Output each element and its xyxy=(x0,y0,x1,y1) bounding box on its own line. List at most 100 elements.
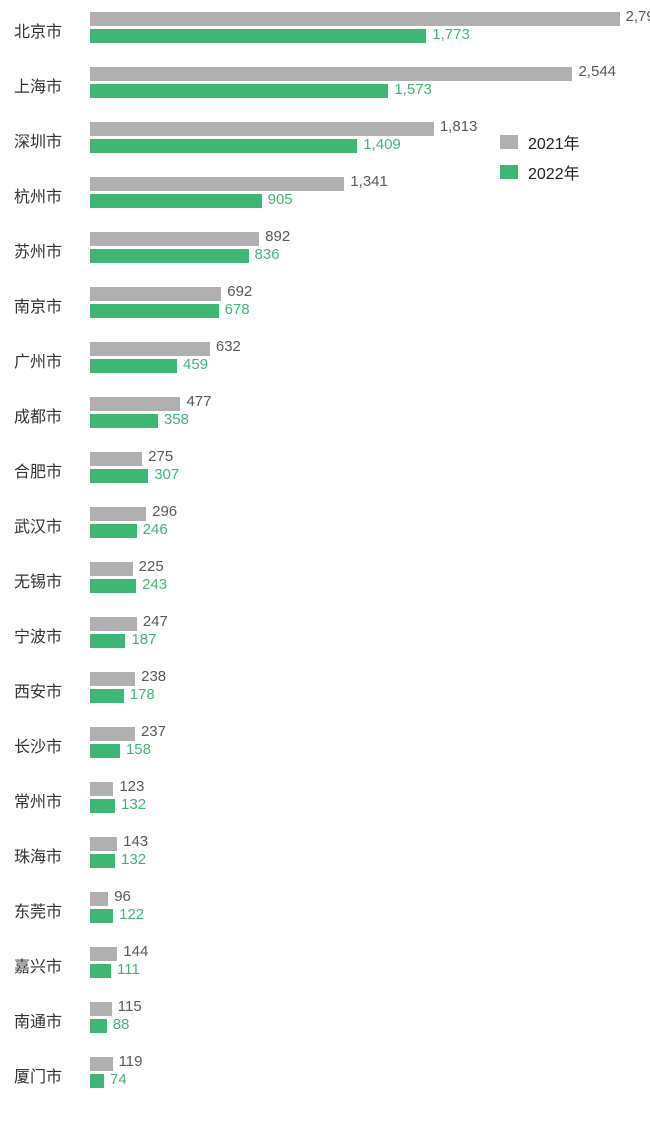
category-label: 北京市 xyxy=(0,18,82,42)
category-label: 南通市 xyxy=(0,1008,82,1032)
value-label-2021: 123 xyxy=(119,778,144,795)
bar-area: 123132 xyxy=(90,780,640,815)
category-label: 东莞市 xyxy=(0,898,82,922)
bar-area: 143132 xyxy=(90,835,640,870)
bar-2021 xyxy=(90,617,137,631)
value-label-2022: 246 xyxy=(143,521,168,538)
category-label: 珠海市 xyxy=(0,843,82,867)
value-label-2022: 1,409 xyxy=(363,136,401,153)
bar-2021 xyxy=(90,177,344,191)
value-label-2021: 96 xyxy=(114,888,131,905)
value-label-2021: 632 xyxy=(216,338,241,355)
chart-row: 广州市 632 459 xyxy=(0,340,650,375)
chart-row: 合肥市 275307 xyxy=(0,450,650,485)
bar-area: 692678 xyxy=(90,285,640,320)
bar-2022 xyxy=(90,799,115,813)
value-label-2021: 238 xyxy=(141,668,166,685)
bar-2022 xyxy=(90,1074,104,1088)
value-label-2022: 905 xyxy=(268,191,293,208)
chart-row: 常州市123132 xyxy=(0,780,650,815)
bar-area: 892836 xyxy=(90,230,640,265)
value-label-2021: 296 xyxy=(152,503,177,520)
bar-area: 247187 xyxy=(90,615,640,650)
value-label-2021: 692 xyxy=(227,283,252,300)
bar-area: 2,544 1,573 xyxy=(90,65,640,100)
value-label-2022: 132 xyxy=(121,796,146,813)
bar-area: 144111 xyxy=(90,945,640,980)
category-label: 厦门市 xyxy=(0,1063,82,1087)
category-label: 无锡市 xyxy=(0,568,82,592)
value-label-2021: 2,544 xyxy=(578,63,616,80)
value-label-2021: 143 xyxy=(123,833,148,850)
category-label: 成都市 xyxy=(0,403,82,427)
value-label-2021: 275 xyxy=(148,448,173,465)
bar-2021 xyxy=(90,287,221,301)
bar-2021 xyxy=(90,122,434,136)
bar-2021 xyxy=(90,342,210,356)
chart-row: 嘉兴市144111 xyxy=(0,945,650,980)
category-label: 西安市 xyxy=(0,678,82,702)
bar-2022 xyxy=(90,854,115,868)
value-label-2021: 247 xyxy=(143,613,168,630)
chart-row: 厦门市11974 xyxy=(0,1055,650,1090)
chart-row: 杭州市1,341905 xyxy=(0,175,650,210)
bar-2022 xyxy=(90,194,262,208)
bar-2022 xyxy=(90,579,136,593)
bar-2022 xyxy=(90,359,177,373)
chart-row: 珠海市 143132 xyxy=(0,835,650,870)
category-label: 武汉市 xyxy=(0,513,82,537)
bar-2021 xyxy=(90,727,135,741)
bar-2021 xyxy=(90,672,135,686)
bar-area: 2,7921,773 xyxy=(90,10,640,45)
category-label: 杭州市 xyxy=(0,183,82,207)
value-label-2022: 307 xyxy=(154,466,179,483)
chart-row: 武汉市 296246 xyxy=(0,505,650,540)
bar-2021 xyxy=(90,562,133,576)
category-label: 上海市 xyxy=(0,73,82,97)
chart-row: 上海市 2,544 1,573 xyxy=(0,65,650,100)
chart-row: 西安市238178 xyxy=(0,670,650,705)
category-label: 深圳市 xyxy=(0,128,82,152)
value-label-2021: 892 xyxy=(265,228,290,245)
bar-area: 225243 xyxy=(90,560,640,595)
bar-area: 96122 xyxy=(90,890,640,925)
bar-2022 xyxy=(90,304,219,318)
category-label: 合肥市 xyxy=(0,458,82,482)
bar-2022 xyxy=(90,524,137,538)
value-label-2021: 477 xyxy=(186,393,211,410)
bar-area: 11588 xyxy=(90,1000,640,1035)
bar-2022 xyxy=(90,469,148,483)
bar-area: 237158 xyxy=(90,725,640,760)
value-label-2022: 1,573 xyxy=(394,81,432,98)
bar-2021 xyxy=(90,947,117,961)
value-label-2022: 836 xyxy=(255,246,280,263)
bar-2022 xyxy=(90,139,357,153)
bar-area: 275307 xyxy=(90,450,640,485)
value-label-2021: 225 xyxy=(139,558,164,575)
bar-2021 xyxy=(90,1002,112,1016)
category-label: 广州市 xyxy=(0,348,82,372)
chart-row: 南通市 11588 xyxy=(0,1000,650,1035)
value-label-2021: 119 xyxy=(119,1053,143,1070)
bar-2021 xyxy=(90,1057,113,1071)
bar-2021 xyxy=(90,67,572,81)
bar-area: 1,8131,409 xyxy=(90,120,640,155)
category-label: 长沙市 xyxy=(0,733,82,757)
bar-2021 xyxy=(90,837,117,851)
chart-row: 北京市 2,7921,773 xyxy=(0,10,650,45)
value-label-2022: 459 xyxy=(183,356,208,373)
bar-2022 xyxy=(90,689,124,703)
value-label-2022: 122 xyxy=(119,906,144,923)
value-label-2022: 88 xyxy=(113,1016,130,1033)
bar-2022 xyxy=(90,414,158,428)
bar-area: 477358 xyxy=(90,395,640,430)
chart-row: 东莞市 96122 xyxy=(0,890,650,925)
value-label-2021: 115 xyxy=(118,998,142,1015)
value-label-2022: 243 xyxy=(142,576,167,593)
bar-2021 xyxy=(90,452,142,466)
bar-2022 xyxy=(90,909,113,923)
value-label-2022: 358 xyxy=(164,411,189,428)
category-label: 苏州市 xyxy=(0,238,82,262)
chart-row: 长沙市 237158 xyxy=(0,725,650,760)
bar-2021 xyxy=(90,232,259,246)
